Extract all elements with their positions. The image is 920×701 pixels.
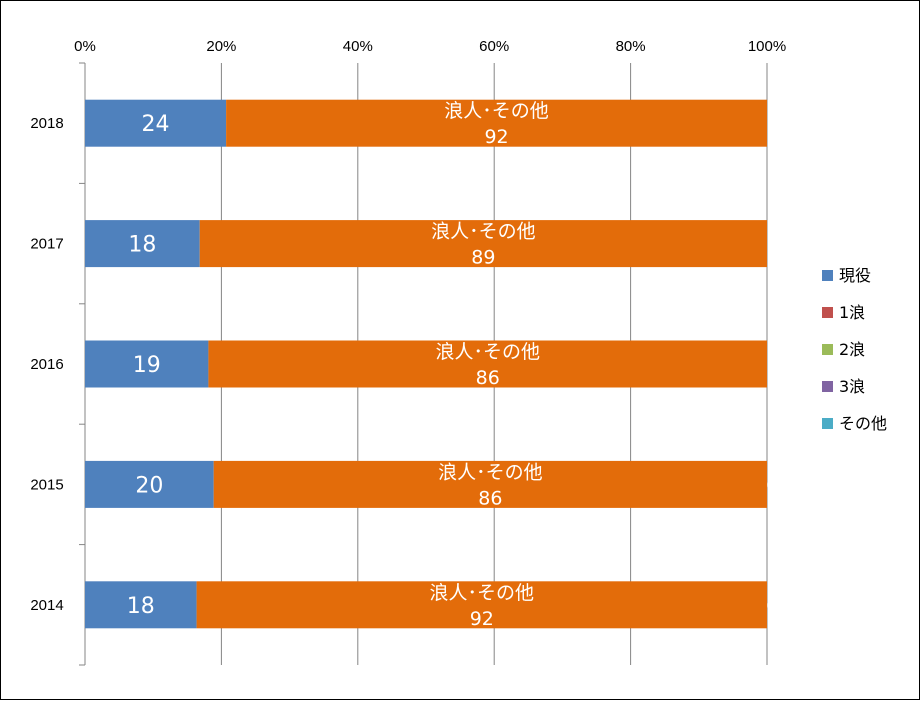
data-label-series-name: 浪人･その他	[430, 582, 535, 604]
data-label: 89	[471, 247, 495, 269]
x-tick-label: 40%	[343, 38, 373, 55]
legend-label: 2浪	[839, 340, 865, 359]
x-tick-label: 80%	[616, 38, 646, 55]
legend-swatch	[822, 344, 833, 355]
y-category-label: 2014	[30, 597, 63, 614]
data-label-series-name: 浪人･その他	[431, 221, 536, 243]
y-category-label: 2018	[30, 115, 63, 132]
data-label: 18	[128, 233, 156, 258]
legend-swatch	[822, 307, 833, 318]
data-label: 86	[476, 367, 500, 389]
x-tick-label: 60%	[479, 38, 509, 55]
bar-segment	[85, 460, 214, 508]
data-label: 86	[478, 487, 502, 509]
data-label: 19	[133, 353, 161, 378]
legend-swatch	[822, 418, 833, 429]
bar-segment	[85, 99, 227, 147]
legend-label: 現役	[839, 266, 871, 285]
y-category-label: 2015	[30, 476, 63, 493]
data-label-zero: 0	[766, 595, 778, 617]
data-label-series-name: 浪人･その他	[444, 100, 549, 122]
y-category-label: 2016	[30, 356, 63, 373]
data-label: 92	[470, 608, 494, 630]
data-label-zero: 0	[766, 474, 778, 496]
legend-swatch	[822, 270, 833, 281]
data-label-series-name: 浪人･その他	[435, 341, 540, 363]
bar-segment	[85, 220, 200, 268]
data-label: 24	[142, 112, 170, 137]
data-label-series-name: 浪人･その他	[438, 461, 543, 483]
legend-label: 1浪	[839, 303, 865, 322]
x-tick-label: 0%	[74, 38, 96, 55]
data-label: 20	[135, 473, 163, 498]
bar-segment	[85, 340, 209, 388]
data-label: 18	[127, 594, 155, 619]
bar-segment	[213, 460, 767, 508]
bar-segment	[208, 340, 767, 388]
x-tick-label: 100%	[748, 38, 786, 55]
bar-segment	[226, 99, 767, 147]
legend-label: その他	[839, 414, 887, 433]
legend-swatch	[822, 381, 833, 392]
bar-segment	[85, 581, 197, 629]
x-tick-label: 20%	[206, 38, 236, 55]
bar-segment	[196, 581, 768, 629]
bar-segment	[199, 220, 767, 268]
legend-label: 3浪	[839, 377, 865, 396]
data-label: 92	[484, 126, 508, 148]
y-category-label: 2017	[30, 236, 63, 253]
